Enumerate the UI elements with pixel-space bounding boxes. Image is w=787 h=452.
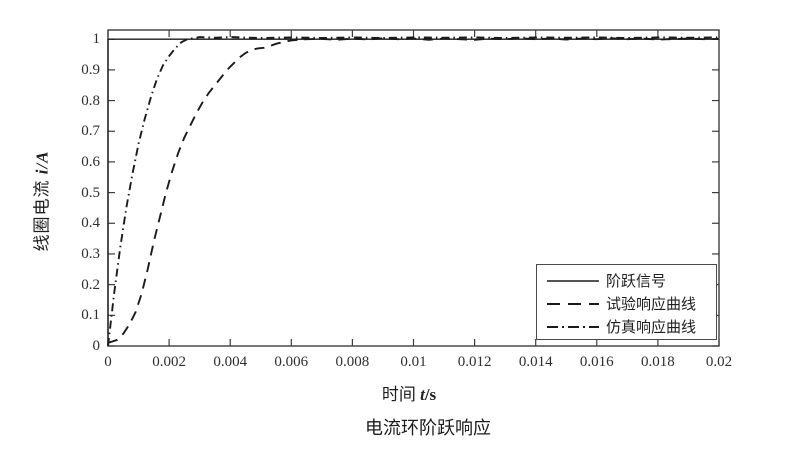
x-axis-label-text: 时间	[381, 385, 421, 404]
x-tick-label: 0.002	[152, 354, 186, 370]
x-tick-label: 0.012	[457, 354, 492, 370]
x-tick-label: 0.01	[400, 354, 427, 370]
series-line-dashed	[107, 37, 720, 344]
x-tick-label: 0.018	[641, 354, 675, 370]
x-tick-label: 0.02	[705, 354, 733, 370]
y-tick-label: 0.3	[81, 245, 100, 262]
y-tick-label: 0.2	[81, 276, 100, 293]
y-tick-label: 0.9	[81, 61, 100, 78]
y-tick-label: 0.7	[81, 123, 100, 140]
y-axis-label: 线圈电流 i/A	[28, 150, 53, 251]
x-axis-unit: /s	[424, 385, 437, 404]
y-tick-label: 0.8	[81, 92, 100, 109]
y-tick-label: 0.1	[81, 307, 100, 324]
y-axis-unit: /A	[32, 150, 52, 169]
x-tick-label: 0.006	[274, 354, 309, 370]
legend-item: 试验响应曲线	[547, 292, 716, 315]
x-tick-label: 0.016	[579, 354, 614, 370]
y-tick-label: 0.4	[81, 215, 100, 232]
y-tick-label: 0	[92, 338, 101, 354]
legend-item-label: 阶跃信号	[606, 274, 667, 290]
series-line-dashdot	[107, 36, 720, 347]
y-axis-label-text: 线圈电流	[32, 174, 52, 252]
legend-line-sample-dashed	[547, 302, 599, 305]
x-tick-label: 0	[104, 354, 112, 370]
legend-item: 阶跃信号	[547, 269, 716, 292]
legend-item-label: 试验响应曲线	[606, 297, 697, 313]
y-tick-label: 0.5	[81, 184, 100, 201]
legend-line-sample-solid	[547, 279, 599, 282]
legend-line-sample-dashdot	[547, 325, 599, 328]
x-tick-label: 0.008	[335, 354, 370, 370]
y-tick-label: 1	[92, 31, 101, 48]
y-axis-variable: i	[32, 168, 52, 175]
x-tick-label: 0.014	[518, 354, 553, 370]
x-tick-label: 0.004	[213, 354, 248, 370]
legend-item: 仿真响应曲线	[547, 315, 716, 338]
x-axis-label: 时间 t/s	[382, 380, 436, 405]
x-axis-variable: t	[420, 385, 425, 404]
figure-caption: 电流环阶跃响应	[365, 418, 491, 438]
legend-item-label: 仿真响应曲线	[606, 320, 697, 336]
legend: 阶跃信号试验响应曲线 仿真响应曲线	[536, 264, 717, 340]
y-tick-label: 0.6	[81, 153, 100, 170]
